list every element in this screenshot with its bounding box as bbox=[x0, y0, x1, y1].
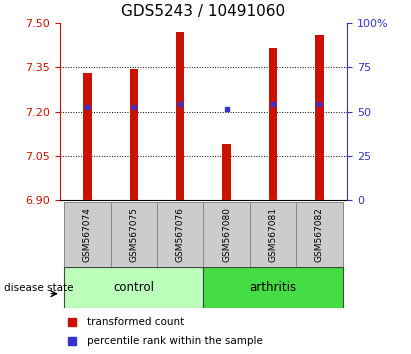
Text: GSM567080: GSM567080 bbox=[222, 207, 231, 262]
Bar bbox=[64, 267, 203, 308]
Bar bbox=[203, 202, 250, 267]
Text: control: control bbox=[113, 281, 155, 294]
Text: disease state: disease state bbox=[4, 282, 74, 293]
Title: GDS5243 / 10491060: GDS5243 / 10491060 bbox=[121, 4, 286, 19]
Bar bbox=[176, 32, 185, 200]
Bar bbox=[296, 202, 343, 267]
Text: percentile rank within the sample: percentile rank within the sample bbox=[87, 336, 263, 346]
Text: GSM567074: GSM567074 bbox=[83, 207, 92, 262]
Text: GSM567075: GSM567075 bbox=[129, 207, 139, 262]
Text: arthritis: arthritis bbox=[249, 281, 297, 294]
Bar bbox=[203, 267, 343, 308]
Bar bbox=[269, 48, 277, 200]
Bar bbox=[250, 202, 296, 267]
Text: GSM567081: GSM567081 bbox=[268, 207, 277, 262]
Text: GSM567076: GSM567076 bbox=[176, 207, 185, 262]
Bar bbox=[222, 144, 231, 200]
Bar bbox=[129, 69, 138, 200]
Bar bbox=[83, 73, 92, 200]
Bar bbox=[315, 35, 323, 200]
Bar bbox=[111, 202, 157, 267]
Bar bbox=[157, 202, 203, 267]
Text: GSM567082: GSM567082 bbox=[315, 207, 324, 262]
Bar bbox=[64, 202, 111, 267]
Text: transformed count: transformed count bbox=[87, 318, 185, 327]
